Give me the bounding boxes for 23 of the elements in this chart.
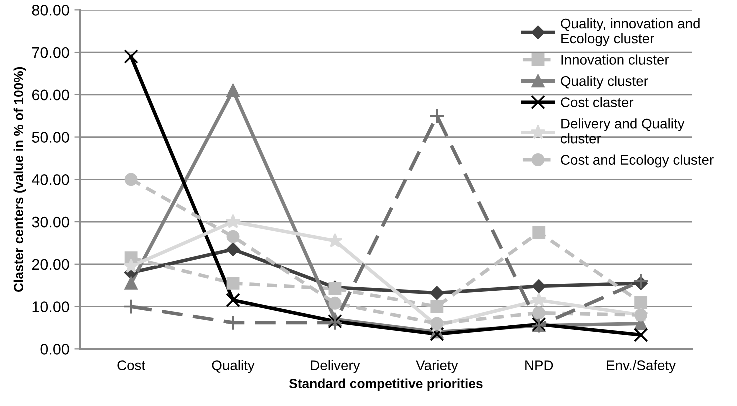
y-tick-label: 70.00	[32, 47, 70, 58]
y-tick-label: 0.00	[40, 344, 70, 355]
legend-label: Quality, innovation and Ecology cluster	[561, 18, 700, 46]
y-tick-label: 20.00	[32, 259, 70, 270]
legend-label: Cost and Ecology cluster	[561, 154, 714, 168]
legend-label: Innovation cluster	[562, 54, 670, 65]
legend-label: Quality cluster	[561, 76, 648, 89]
x-tick-label: Delivery	[311, 360, 360, 374]
y-axis-title: Claster centers (value in % of 100%)	[14, 67, 26, 292]
x-tick-label: Quality	[212, 360, 255, 374]
y-tick-label: 50.00	[32, 132, 70, 143]
x-tick-label: NPD	[526, 360, 554, 370]
x-tick-label: Variety	[416, 360, 458, 374]
y-tick-label: 80.00	[32, 5, 70, 16]
y-tick-label: 30.00	[32, 216, 70, 228]
y-tick-label: 10.00	[32, 302, 70, 312]
y-tick-label: 40.00	[32, 174, 70, 186]
y-tick-label: 60.00	[32, 90, 70, 101]
x-tick-label: Cost	[118, 360, 146, 370]
legend-label: Delivery and Quality cluster	[561, 118, 685, 144]
legend-label: Cost claster	[561, 97, 634, 108]
x-tick-label: Env./Safety	[607, 360, 676, 374]
x-axis-title: Standard competitive priorities	[289, 378, 483, 392]
